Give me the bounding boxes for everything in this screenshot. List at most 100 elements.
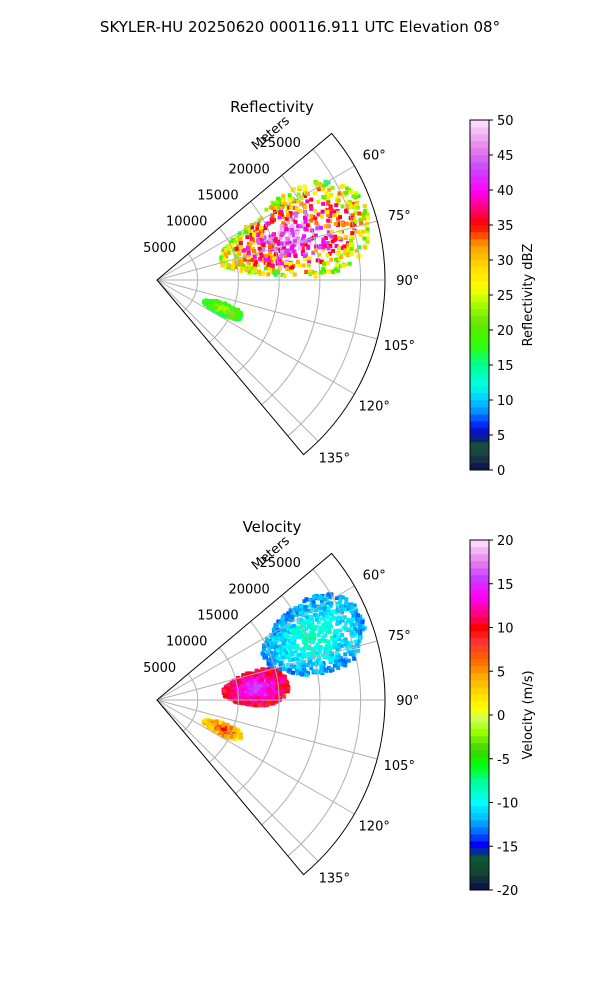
colorbar-segment	[470, 757, 489, 765]
sector-outline	[156, 132, 386, 456]
range-ring	[209, 227, 239, 343]
colorbar-segment	[470, 582, 489, 590]
colorbar-segment	[470, 589, 489, 597]
colorbar-segment	[470, 351, 489, 359]
colorbar-segment	[470, 778, 489, 786]
colorbar-label: Velocity (m/s)	[521, 670, 536, 759]
colorbar-segment	[470, 337, 489, 345]
colorbar-segment	[470, 799, 489, 807]
azimuth-tick-label: 90°	[396, 694, 419, 709]
colorbar-tick-label: -10	[497, 797, 518, 812]
range-tick-label: 15000	[197, 609, 238, 624]
colorbar-segment	[470, 617, 489, 625]
colorbar-segment	[470, 666, 489, 674]
azimuth-tick-label: 90°	[396, 274, 419, 289]
colorbar-tick-label: 10	[497, 394, 514, 409]
colorbar-segment	[470, 183, 489, 191]
colorbar-segment	[470, 554, 489, 562]
colorbar-tick-label: 0	[497, 709, 505, 724]
colorbar-segment	[470, 547, 489, 555]
colorbar-segment	[470, 148, 489, 156]
colorbar-segment	[470, 701, 489, 709]
colorbar-segment	[470, 743, 489, 751]
panel-title: Velocity	[243, 518, 302, 536]
range-tick-label: 25000	[260, 136, 301, 151]
polar-grid	[156, 148, 385, 442]
colorbar-segment	[470, 883, 489, 891]
colorbar-tick-label: 45	[497, 149, 514, 164]
colorbar-segment	[470, 414, 489, 422]
azimuth-tick-label: 105°	[384, 759, 415, 774]
azimuth-line	[156, 165, 355, 281]
azimuth-tick-label: 75°	[388, 209, 411, 224]
range-ring	[235, 621, 280, 794]
range-tick-label: 10000	[166, 215, 207, 230]
azimuth-tick-label: 120°	[359, 399, 390, 414]
azimuth-tick-label: 105°	[384, 339, 415, 354]
colorbar-tick-label: 5	[497, 665, 505, 680]
colorbar-segment	[470, 456, 489, 464]
colorbar-segment	[470, 673, 489, 681]
colorbar-segment	[470, 827, 489, 835]
panels: Reflectivity500010000150002000025000Mete…	[143, 98, 536, 899]
colorbar-segment	[470, 204, 489, 212]
colorbar-segment	[470, 806, 489, 814]
range-ring	[235, 201, 280, 374]
azimuth-tick-label: 135°	[319, 871, 350, 886]
echo-south-cell	[201, 717, 243, 741]
colorbar-segment	[470, 442, 489, 450]
colorbar-tick-label: -20	[497, 884, 518, 899]
colorbar-segment	[470, 624, 489, 632]
range-tick-label: 15000	[197, 189, 238, 204]
panel-title: Reflectivity	[230, 98, 314, 116]
colorbar-segment	[470, 400, 489, 408]
azimuth-tick-label: 120°	[359, 819, 390, 834]
colorbar-segment	[470, 463, 489, 471]
figure-suptitle: SKYLER-HU 20250620 000116.911 UTC Elevat…	[100, 18, 500, 36]
colorbar-segment	[470, 225, 489, 233]
azimuth-line	[156, 279, 378, 340]
colorbar-segment	[470, 715, 489, 723]
colorbar-segment	[470, 652, 489, 660]
colorbar-tick-label: 25	[497, 289, 514, 304]
colorbar: 0 5 10 15 20 25 30 35 40 45 50 Reflectivity dBZ	[469, 114, 536, 479]
echo-main-storm-inbound	[260, 592, 367, 677]
colorbar-tick-label: 30	[497, 254, 514, 269]
colorbar-segment	[470, 162, 489, 170]
azimuth-tick-label: 75°	[388, 629, 411, 644]
sector-outline	[156, 552, 386, 876]
azimuth-line	[156, 699, 355, 815]
colorbar-segment	[470, 596, 489, 604]
colorbar-segment	[470, 260, 489, 268]
colorbar-segment	[470, 722, 489, 730]
azimuth-line	[156, 640, 378, 701]
colorbar-segment	[470, 869, 489, 877]
colorbar-segment	[470, 785, 489, 793]
colorbar-segment	[470, 365, 489, 373]
azimuth-line	[156, 220, 378, 281]
colorbar-segment	[470, 393, 489, 401]
colorbar-tick-label: 15	[497, 578, 514, 593]
colorbar-segment	[470, 848, 489, 856]
azimuth-line	[156, 699, 319, 862]
colorbar-segment	[470, 176, 489, 184]
colorbar-segment	[470, 449, 489, 457]
colorbar-segment	[470, 267, 489, 275]
range-ring	[261, 174, 321, 406]
colorbar-segment	[470, 645, 489, 653]
colorbar-tick-label: -15	[497, 840, 518, 855]
colorbar-segment	[470, 232, 489, 240]
colorbar-segment	[470, 316, 489, 324]
colorbar-segment	[470, 568, 489, 576]
colorbar-segment	[470, 197, 489, 205]
colorbar-segment	[470, 379, 489, 387]
colorbar-tick-label: -5	[497, 753, 510, 768]
colorbar-segment	[470, 288, 489, 296]
colorbar-segment	[470, 330, 489, 338]
colorbar-segment	[470, 218, 489, 226]
echo-field	[202, 179, 370, 322]
colorbar-segment	[470, 295, 489, 303]
colorbar-segment	[470, 631, 489, 639]
azimuth-line	[156, 585, 355, 701]
colorbar-tick-label: 20	[497, 534, 514, 549]
